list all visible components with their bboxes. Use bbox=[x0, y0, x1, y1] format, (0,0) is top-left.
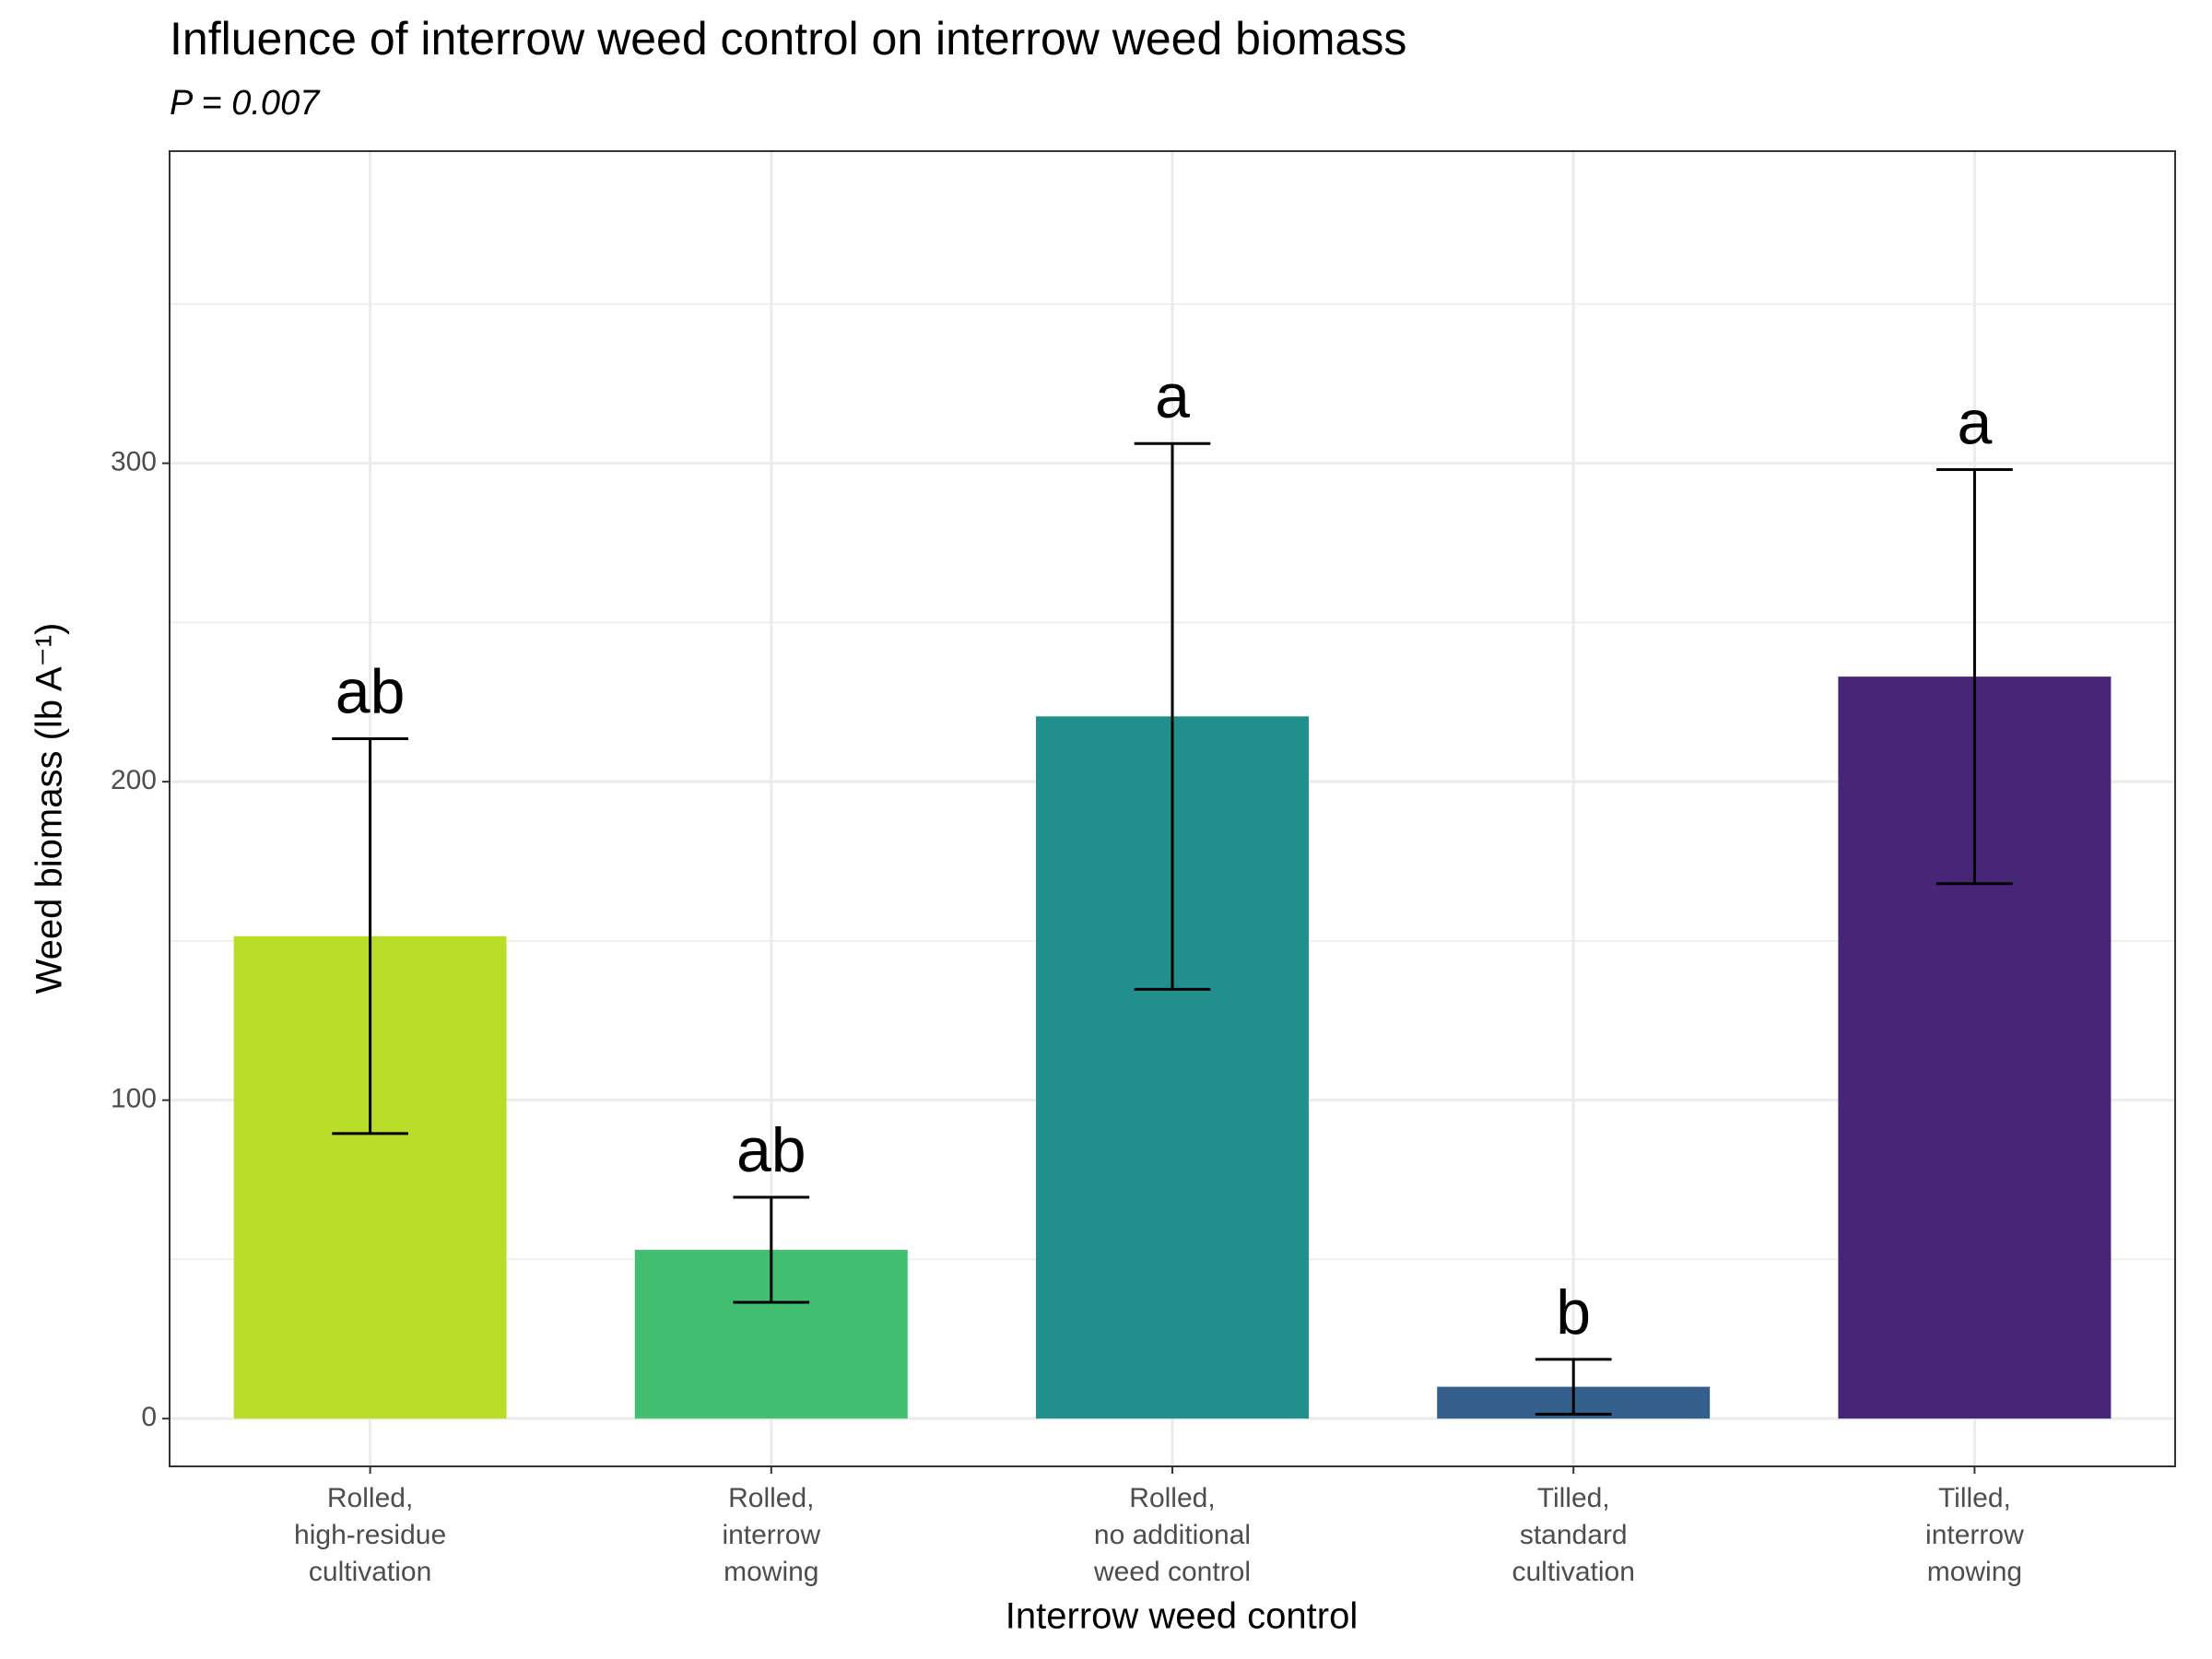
error-bar bbox=[1535, 1358, 1612, 1416]
y-tick-label: 0 bbox=[141, 1402, 157, 1432]
chart-title: Influence of interrow weed control on in… bbox=[170, 13, 1406, 65]
chart-subtitle: P = 0.007 bbox=[170, 84, 321, 123]
significance-letter: a bbox=[1957, 387, 1992, 457]
error-bar bbox=[1134, 441, 1211, 991]
x-axis-title: Interrow weed control bbox=[1006, 1596, 1358, 1637]
x-tick-label: Rolled, interrow mowing bbox=[722, 1483, 820, 1587]
significance-letter: ab bbox=[736, 1115, 806, 1185]
error-bar bbox=[1936, 468, 2013, 886]
x-tick-label: Rolled, high-residue cultivation bbox=[294, 1483, 446, 1587]
significance-letter: a bbox=[1155, 361, 1190, 431]
x-tick-label: Tilled, standard cultivation bbox=[1512, 1483, 1634, 1587]
y-axis-title: Weed biomass (lb A⁻¹) bbox=[29, 623, 70, 994]
x-tick-label: Rolled, no additional weed control bbox=[1093, 1483, 1251, 1587]
error-bar bbox=[733, 1195, 810, 1304]
significance-letter: ab bbox=[335, 656, 406, 726]
y-tick-label: 100 bbox=[111, 1084, 157, 1114]
error-bar bbox=[332, 736, 408, 1135]
significance-letter: b bbox=[1556, 1277, 1591, 1347]
plot-border bbox=[169, 150, 2176, 1467]
y-tick-label: 200 bbox=[111, 765, 157, 795]
x-tick-label: Tilled, interrow mowing bbox=[1925, 1483, 2024, 1587]
y-tick-label: 300 bbox=[111, 447, 157, 477]
